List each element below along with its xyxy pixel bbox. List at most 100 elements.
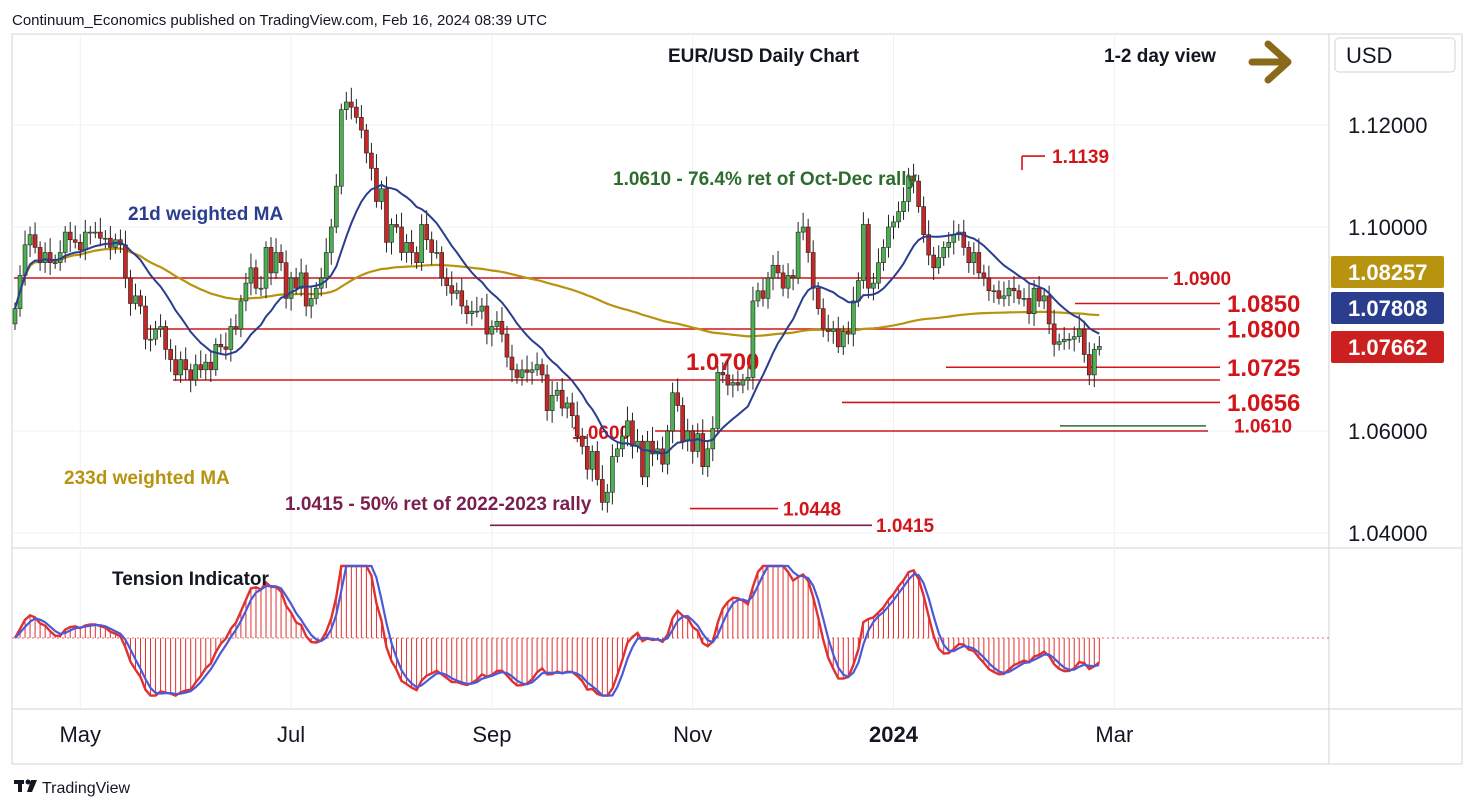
candle-body [98, 231, 103, 239]
candle-body [805, 226, 811, 253]
right-arrow-icon [1248, 40, 1292, 84]
candle-body [705, 448, 711, 468]
level-label-1-0610: 1.0610 [1234, 417, 1292, 438]
price-axis[interactable]: 1.12000 1.10000 1.06000 1.04000 [1348, 113, 1428, 546]
candle-body [459, 290, 465, 307]
candle-body [730, 382, 736, 386]
candle-body [93, 231, 98, 234]
candle-body [1097, 346, 1102, 350]
candle-body [559, 389, 565, 409]
candle-body [67, 231, 73, 241]
candle-body [640, 440, 645, 478]
ma21-label: 21d weighted MA [128, 204, 283, 225]
retracement-annotation-2: 1.0415 - 50% ret of 2022-2023 rally [285, 494, 592, 515]
candle-body [188, 369, 193, 381]
candle-body [213, 343, 219, 371]
candle-body [1066, 338, 1072, 341]
candle-body [946, 242, 952, 248]
candle-body [198, 364, 204, 371]
candle-body [464, 305, 470, 314]
candle-body [866, 224, 871, 289]
level-label-1-0415: 1.0415 [876, 516, 935, 537]
candle-body [1076, 328, 1082, 337]
candle-body [218, 343, 224, 348]
candle-body [484, 305, 490, 335]
candle-body [896, 211, 901, 223]
candle-body [37, 247, 43, 263]
candle-body [344, 101, 349, 111]
candle-body [504, 333, 510, 358]
candle-body [208, 361, 214, 371]
candle-body [123, 244, 128, 279]
price-box-label: 1.07808 [1348, 296, 1428, 321]
candle-body [77, 242, 83, 251]
candle-body [143, 305, 148, 340]
candle-body [996, 290, 1002, 299]
candle-body [47, 252, 53, 263]
candle-body [881, 247, 886, 263]
candle-body [529, 369, 535, 373]
candle-body [650, 440, 655, 455]
candle-body [971, 252, 977, 263]
time-axis[interactable]: May Jul Sep Nov 2024 Mar [59, 722, 1133, 747]
currency-button[interactable] [1334, 37, 1456, 73]
candle-body [103, 237, 108, 240]
candle-body [916, 180, 921, 207]
candle-body [389, 224, 394, 243]
candle-body [584, 445, 590, 470]
candle-body [88, 231, 93, 234]
candle-body [474, 310, 480, 313]
candle-body [1006, 287, 1012, 297]
candle-body [153, 328, 158, 340]
candle-body [384, 188, 389, 243]
ma-21-line [14, 183, 1100, 455]
candle-body [795, 231, 801, 279]
candle-body [564, 402, 570, 409]
candle-body [283, 262, 289, 299]
candle-body [424, 224, 429, 241]
candle-body [1061, 338, 1067, 343]
candle-body [72, 239, 78, 243]
candle-body [1086, 354, 1092, 376]
candle-body [840, 331, 846, 348]
candle-body [359, 117, 364, 131]
candle-body [886, 226, 891, 248]
candle-body [976, 252, 982, 274]
candle-body [765, 277, 771, 299]
ma-21-layer [14, 183, 1100, 455]
candle-body [785, 275, 791, 289]
candle-body [183, 359, 188, 371]
level-label-1-0600: 1.0600 [572, 423, 630, 444]
candle-body [921, 206, 926, 235]
candle-body [760, 290, 766, 299]
candle-body [846, 331, 851, 335]
chart-title: EUR/USD Daily Chart [668, 46, 860, 67]
candle-body [876, 262, 881, 284]
candle-body [986, 277, 992, 292]
candle-body [82, 231, 88, 251]
candle-body [434, 252, 439, 254]
y-tick-label: 1.04000 [1348, 521, 1428, 546]
candle-body [1036, 287, 1042, 302]
candle-body [695, 433, 701, 452]
candle-body [595, 451, 600, 480]
level-label-1-0800: 1.0800 [1227, 317, 1300, 344]
candle-body [1056, 341, 1062, 345]
candle-body [489, 326, 495, 335]
candle-body [454, 290, 460, 294]
level-label-1-0725: 1.0725 [1227, 355, 1300, 382]
candle-body [203, 361, 209, 371]
candle-body [615, 448, 620, 457]
candle-body [961, 231, 967, 248]
candle-body [720, 372, 726, 376]
candle-body [258, 287, 264, 290]
price-box [1331, 331, 1444, 363]
level-label-1-0656: 1.0656 [1227, 390, 1300, 417]
candle-body [253, 267, 259, 289]
candle-body [991, 290, 997, 293]
candle-body [574, 415, 580, 437]
x-tick-label: 2024 [869, 722, 919, 747]
candle-body [238, 300, 244, 330]
candle-body [308, 298, 314, 307]
